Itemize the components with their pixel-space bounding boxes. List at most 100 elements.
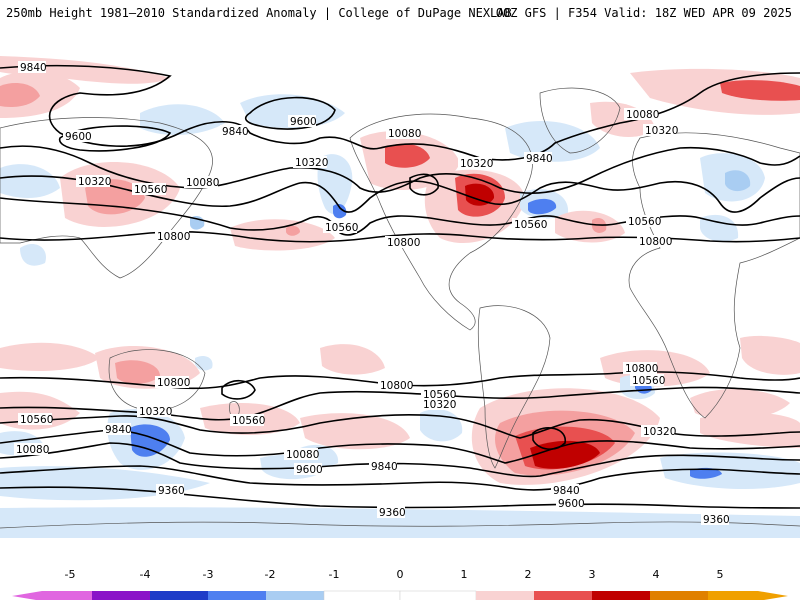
anomaly-positive-region: [0, 83, 40, 107]
contour-label: 10560: [628, 216, 661, 228]
contour-10080-sh: [0, 429, 800, 464]
contour-closed-sh: [221, 379, 256, 400]
contour-label-group: 10080: [14, 443, 49, 456]
contour-label-group: 10560: [132, 183, 167, 196]
colorbar-segment: [208, 591, 266, 601]
coastline-eurasia-africa: [628, 132, 800, 419]
contour-9600-asia: [58, 125, 172, 152]
contour-label-group: 10320: [641, 425, 676, 438]
colorbar-label: 3: [588, 568, 596, 581]
anomaly-shading: [0, 56, 800, 538]
anomaly-negative-region: [195, 356, 213, 371]
contour-9600-pacific: [244, 96, 336, 130]
contour-label: 10320: [295, 157, 328, 169]
contour-label: 10800: [157, 231, 190, 243]
contour-label-group: 10320: [137, 405, 172, 418]
colorbar-segment: [92, 591, 150, 601]
contour-label-group: 10800: [378, 379, 413, 392]
contour-label: 10320: [460, 158, 493, 170]
contour-label: 9360: [158, 485, 185, 497]
colorbar-segment: [650, 591, 708, 601]
run-info: 00Z GFS | F354 Valid: 18Z WED APR 09 202…: [495, 6, 792, 20]
contour-label-group: 10560: [626, 215, 661, 228]
contour-label-group: 10800: [155, 230, 190, 243]
contour-label-group: 10320: [458, 157, 493, 170]
colorbar-segment: [323, 590, 401, 602]
contour-label-group: 9840: [103, 423, 132, 436]
contour-label: 10560: [514, 219, 547, 231]
colorbar-segment: [476, 591, 534, 601]
contour-label-group: 10080: [284, 448, 319, 461]
colorbar-segment: [42, 591, 92, 601]
contour-label: 9840: [105, 424, 132, 436]
colorbar-label: 0: [396, 568, 404, 581]
contour-10800-nh: [0, 231, 800, 243]
contour-label-group: 9360: [377, 506, 406, 519]
contour-9600-sh: [0, 465, 800, 491]
anomaly-negative-region: [725, 170, 751, 192]
anomaly-positive-region: [0, 342, 100, 371]
anomaly-positive-region: [700, 412, 800, 448]
anomaly-positive-region: [286, 225, 300, 236]
anomaly-positive-region: [555, 210, 625, 243]
colorbar-arrow-right: [758, 591, 788, 601]
contour-label: 10800: [157, 377, 190, 389]
anomaly-negative-region: [0, 507, 800, 538]
contour-label-group: 9840: [18, 61, 47, 74]
contour-label-group: 10560: [630, 374, 665, 387]
contour-label-group: 10080: [624, 108, 659, 121]
colorbar-arrow-left: [12, 591, 42, 601]
contour-10320-sh: [0, 414, 800, 439]
contour-label: 10560: [632, 375, 665, 387]
contour-9840-nh: [0, 64, 800, 161]
map-panel: 9840 9600 9840 9600 10320 10560 10080 10…: [0, 38, 800, 559]
contour-label: 10320: [643, 426, 676, 438]
coastline-australia: [108, 349, 206, 411]
contour-label-group: 10080: [386, 127, 421, 140]
contour-label: 10560: [20, 414, 53, 426]
contour-label: 10080: [626, 109, 659, 121]
contour-label-group: 10560: [18, 413, 53, 426]
contour-label: 9600: [296, 464, 323, 476]
colorbar-segment: [150, 591, 208, 601]
contour-label-group: 10800: [385, 236, 420, 249]
contour-label-group: 10800: [637, 235, 672, 248]
anomaly-positive-region: [465, 183, 495, 206]
contour-label: 10800: [625, 363, 658, 375]
colorbar-segment: [708, 591, 758, 601]
anomaly-negative-region: [0, 164, 60, 198]
colorbar-segment: [266, 591, 324, 601]
contour-label: 9360: [379, 507, 406, 519]
contour-label: 9840: [371, 461, 398, 473]
contour-label-group: 10560: [323, 221, 358, 234]
contour-label: 9840: [20, 62, 47, 74]
anomaly-positive-region: [320, 344, 385, 375]
contour-label-group: 9600: [63, 130, 92, 143]
contour-label-group: 9840: [369, 460, 398, 473]
contour-label: 10800: [387, 237, 420, 249]
contour-label: 10800: [380, 380, 413, 392]
contour-label-group: 9840: [220, 125, 249, 138]
contour-label: 10560: [232, 415, 265, 427]
contour-label: 10800: [639, 236, 672, 248]
contour-label-group: 10080: [184, 176, 219, 189]
colorbar-label: -5: [64, 568, 76, 581]
anomaly-negative-region: [317, 154, 353, 214]
anomaly-positive-region: [690, 388, 790, 420]
anomaly-negative-region: [700, 214, 739, 242]
anomaly-negative-region: [140, 104, 225, 135]
contour-label: 9840: [553, 485, 580, 497]
colorbar-segment: [534, 591, 592, 601]
contour-label-group: 10320: [76, 175, 111, 188]
coastline-north-america: [349, 113, 533, 331]
contour-label: 10560: [325, 222, 358, 234]
contour-label: 9600: [290, 116, 317, 128]
contour-labels: 9840 9600 9840 9600 10320 10560 10080 10…: [14, 61, 730, 526]
contour-label-group: 10320: [643, 124, 678, 137]
contour-label: 10320: [139, 406, 172, 418]
anomaly-negative-region: [528, 198, 557, 215]
contour-label: 10080: [16, 444, 49, 456]
anomaly-negative-region: [420, 409, 463, 442]
contour-closed-south-atlantic: [532, 427, 566, 450]
colorbar-label: 2: [524, 568, 532, 581]
